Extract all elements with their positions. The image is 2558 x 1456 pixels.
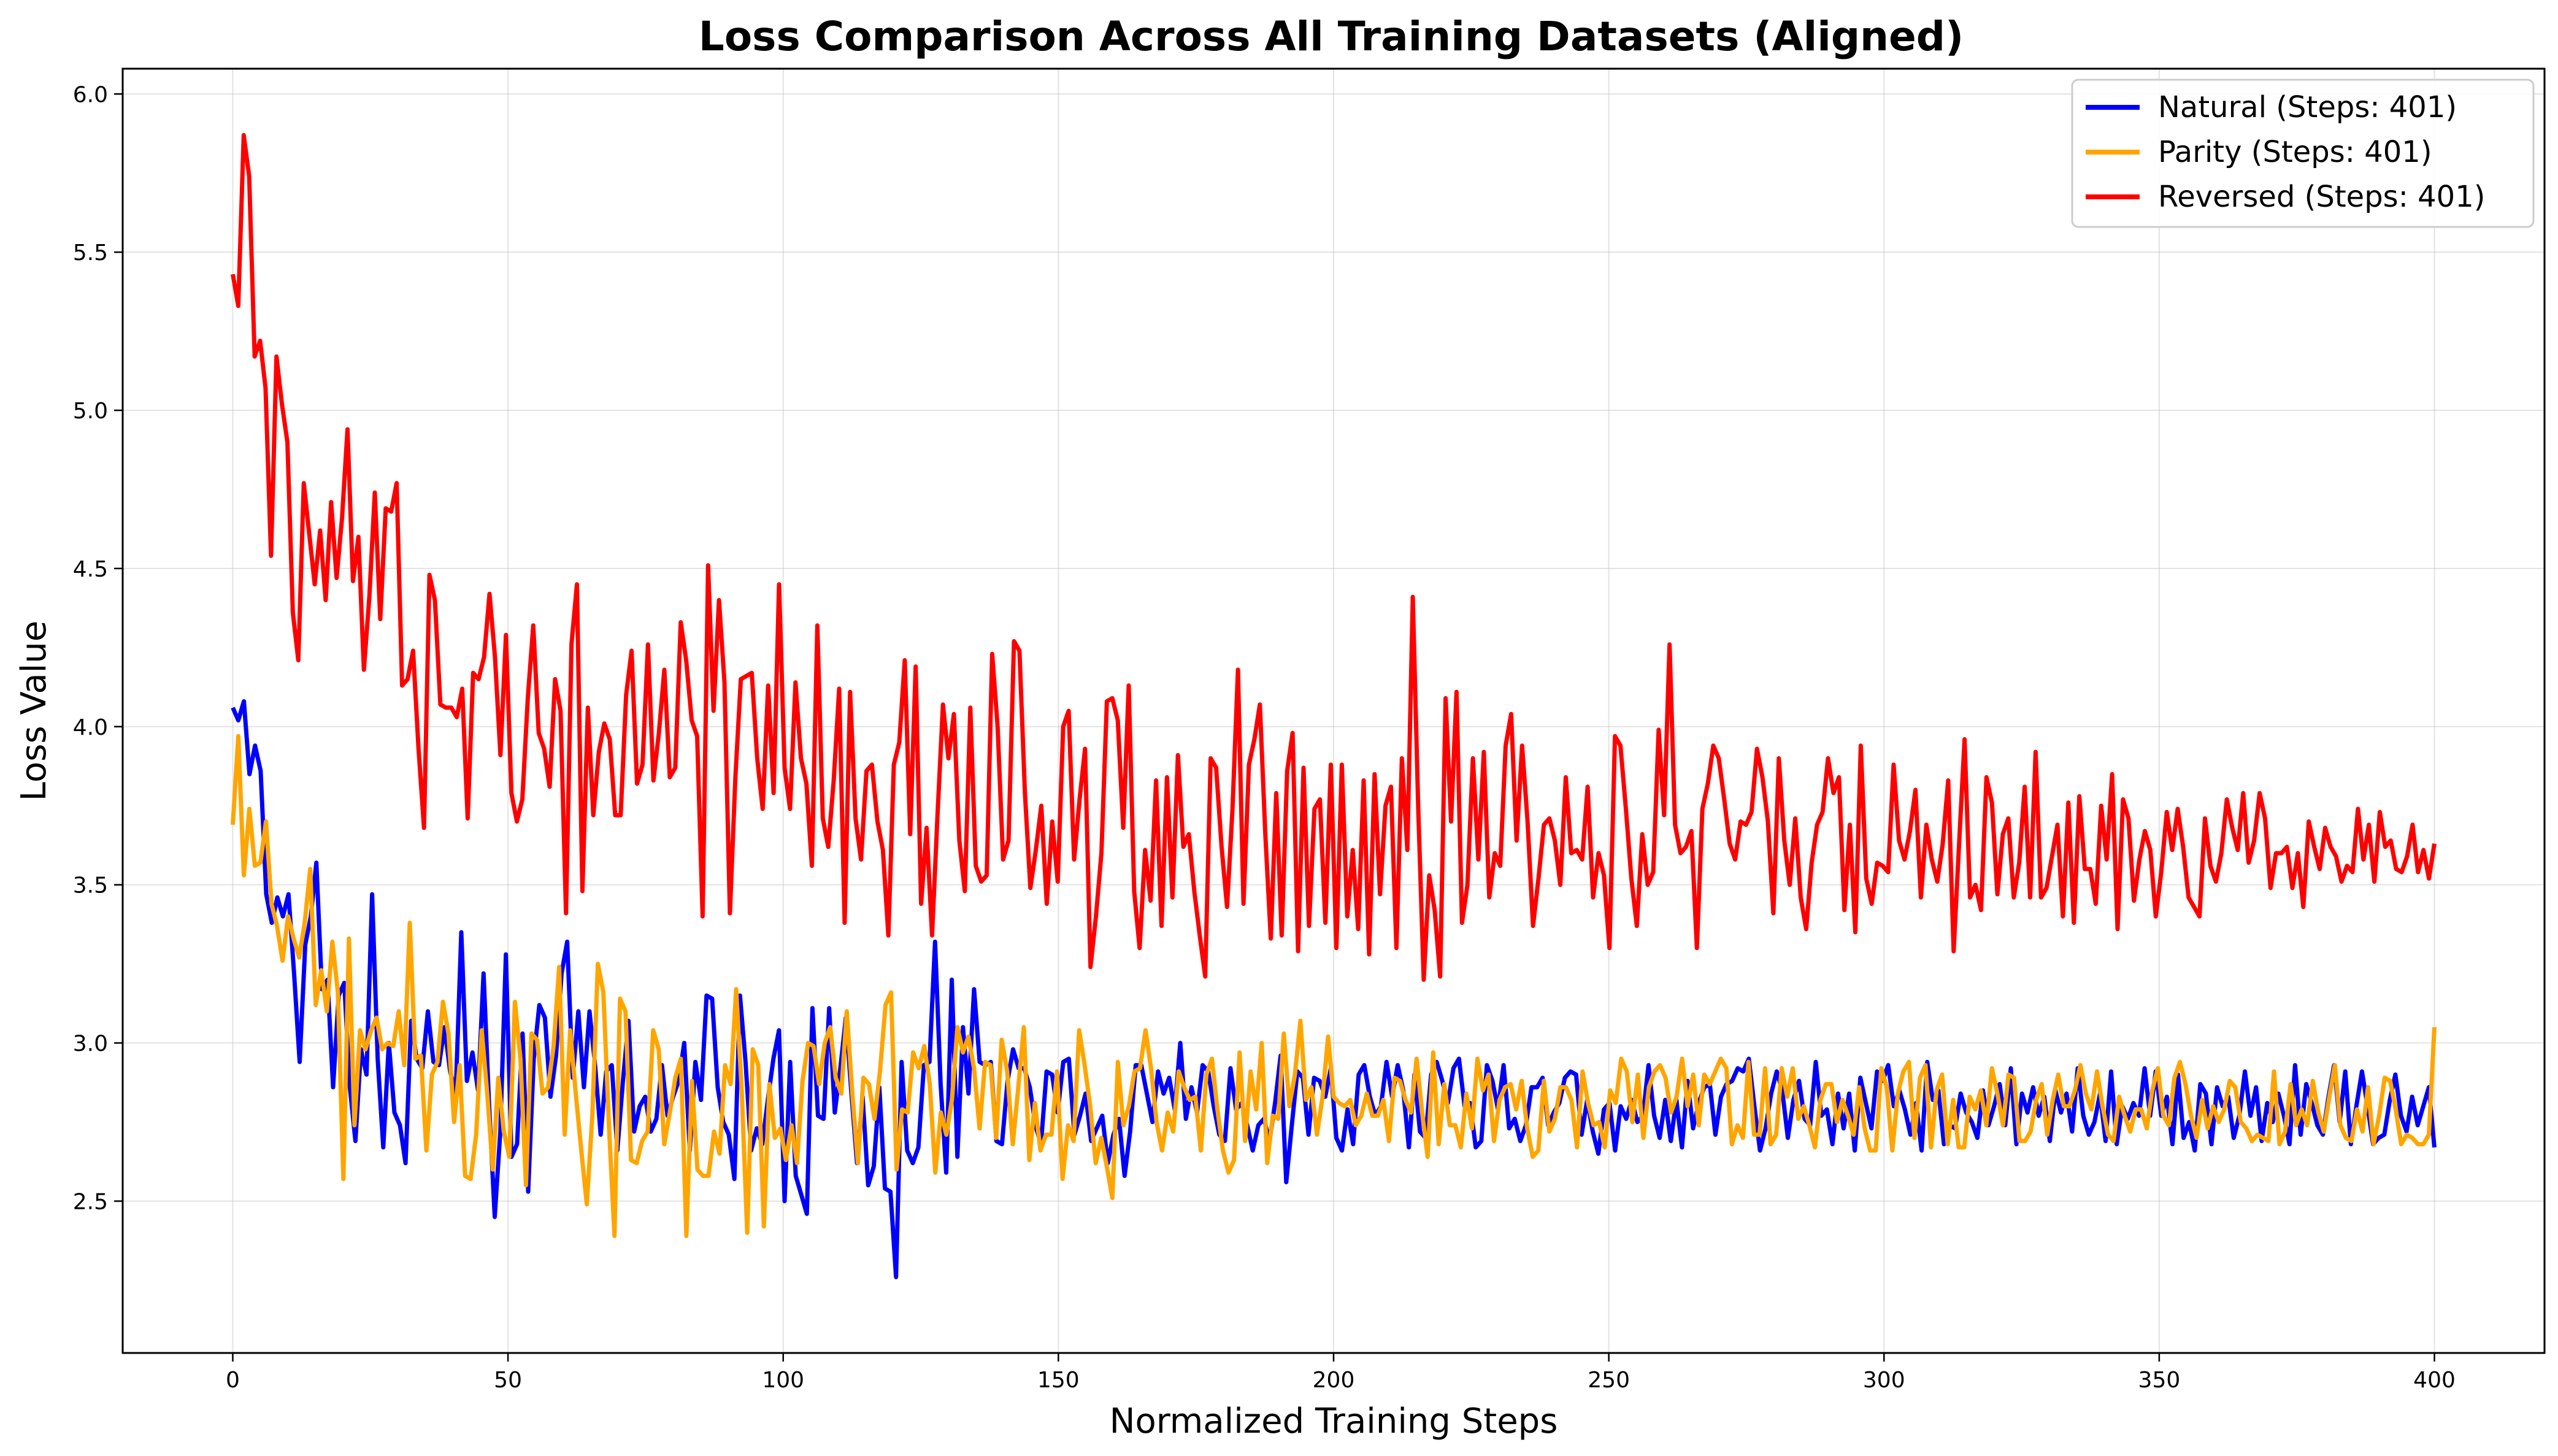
y-axis-title: Loss Value	[14, 621, 54, 801]
x-tick-label: 350	[2138, 1368, 2181, 1393]
x-tick-label: 400	[2413, 1368, 2456, 1393]
y-tick-label: 5.5	[73, 240, 108, 266]
legend: Natural (Steps: 401) Parity (Steps: 401) R…	[2071, 79, 2535, 228]
reversed-series-line	[231, 132, 2437, 982]
grid-lines	[123, 69, 2545, 1353]
x-tick-label: 250	[1588, 1368, 1630, 1393]
parity-legend-label: Parity (Steps: 401)	[2158, 135, 2432, 169]
parity-series-line	[231, 734, 2437, 1238]
y-tick-label: 5.0	[73, 399, 108, 424]
y-tick-label: 2.5	[73, 1189, 108, 1214]
natural-legend-label: Natural (Steps: 401)	[2158, 90, 2457, 125]
y-tick-label: 3.0	[73, 1032, 108, 1057]
natural-series-line	[231, 699, 2437, 1279]
x-tick-label: 50	[494, 1368, 522, 1393]
series-layer	[231, 132, 2437, 1279]
y-tick-label: 3.5	[73, 873, 108, 899]
x-tick-label: 150	[1037, 1368, 1080, 1393]
x-tick-label: 0	[226, 1368, 240, 1393]
legend-box	[2071, 79, 2535, 228]
x-tick-label: 300	[1863, 1368, 1905, 1393]
x-tick-label: 200	[1313, 1368, 1355, 1393]
y-tick-label: 4.5	[73, 557, 108, 582]
y-axis-ticks: 2.5 3.0 3.5 4.0 4.5 5.0 5.5 6.0	[73, 82, 123, 1214]
y-tick-label: 6.0	[73, 82, 108, 107]
x-axis-title: Normalized Training Steps	[1110, 1401, 1558, 1441]
reversed-legend-label: Reversed (Steps: 401)	[2158, 180, 2485, 214]
x-axis-ticks: 0 50 100 150 200 250 300 350 400	[226, 1353, 2456, 1393]
x-tick-label: 100	[762, 1368, 804, 1393]
chart-title: Loss Comparison Across All Training Data…	[699, 13, 1964, 60]
y-tick-label: 4.0	[73, 715, 108, 740]
